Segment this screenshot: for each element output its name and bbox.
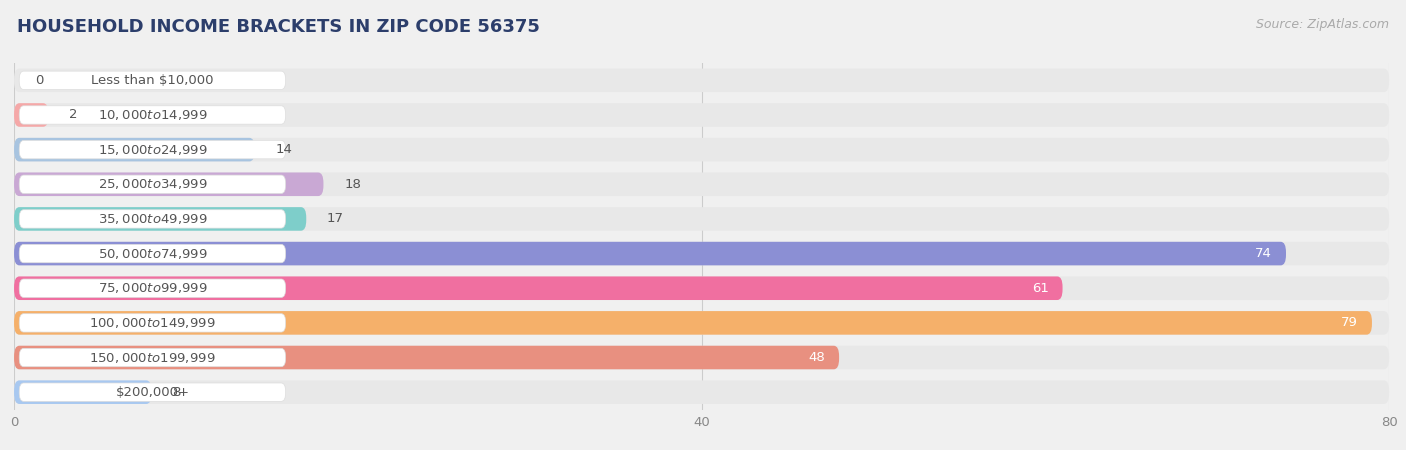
Text: 14: 14 xyxy=(276,143,292,156)
FancyBboxPatch shape xyxy=(14,138,254,162)
FancyBboxPatch shape xyxy=(20,140,285,159)
Text: $35,000 to $49,999: $35,000 to $49,999 xyxy=(97,212,207,226)
FancyBboxPatch shape xyxy=(14,103,1389,127)
FancyBboxPatch shape xyxy=(20,279,285,297)
FancyBboxPatch shape xyxy=(14,276,1389,300)
FancyBboxPatch shape xyxy=(14,346,1389,369)
FancyBboxPatch shape xyxy=(14,103,48,127)
FancyBboxPatch shape xyxy=(14,207,1389,231)
Text: Less than $10,000: Less than $10,000 xyxy=(91,74,214,87)
FancyBboxPatch shape xyxy=(14,380,152,404)
FancyBboxPatch shape xyxy=(20,106,285,124)
FancyBboxPatch shape xyxy=(20,175,285,194)
FancyBboxPatch shape xyxy=(14,172,323,196)
Text: $10,000 to $14,999: $10,000 to $14,999 xyxy=(97,108,207,122)
Text: $150,000 to $199,999: $150,000 to $199,999 xyxy=(89,351,215,364)
Text: 18: 18 xyxy=(344,178,361,191)
FancyBboxPatch shape xyxy=(20,244,285,263)
FancyBboxPatch shape xyxy=(20,71,285,90)
FancyBboxPatch shape xyxy=(14,242,1286,266)
FancyBboxPatch shape xyxy=(14,346,839,369)
Text: 8: 8 xyxy=(172,386,180,399)
FancyBboxPatch shape xyxy=(14,276,1063,300)
Text: Source: ZipAtlas.com: Source: ZipAtlas.com xyxy=(1256,18,1389,31)
FancyBboxPatch shape xyxy=(14,242,1389,266)
Text: $15,000 to $24,999: $15,000 to $24,999 xyxy=(97,143,207,157)
FancyBboxPatch shape xyxy=(20,383,285,401)
FancyBboxPatch shape xyxy=(14,207,307,231)
Text: $100,000 to $149,999: $100,000 to $149,999 xyxy=(89,316,215,330)
Text: $200,000+: $200,000+ xyxy=(115,386,190,399)
Text: 79: 79 xyxy=(1341,316,1358,329)
Text: 48: 48 xyxy=(808,351,825,364)
FancyBboxPatch shape xyxy=(20,314,285,332)
FancyBboxPatch shape xyxy=(20,348,285,367)
Text: 0: 0 xyxy=(35,74,44,87)
FancyBboxPatch shape xyxy=(14,380,1389,404)
FancyBboxPatch shape xyxy=(14,311,1389,335)
Text: 61: 61 xyxy=(1032,282,1049,295)
Text: 2: 2 xyxy=(69,108,77,122)
FancyBboxPatch shape xyxy=(20,210,285,228)
FancyBboxPatch shape xyxy=(14,138,1389,162)
FancyBboxPatch shape xyxy=(14,68,1389,92)
FancyBboxPatch shape xyxy=(14,172,1389,196)
Text: 17: 17 xyxy=(326,212,344,225)
FancyBboxPatch shape xyxy=(14,311,1372,335)
Text: 74: 74 xyxy=(1256,247,1272,260)
Text: $50,000 to $74,999: $50,000 to $74,999 xyxy=(97,247,207,261)
Text: $25,000 to $34,999: $25,000 to $34,999 xyxy=(97,177,207,191)
Text: HOUSEHOLD INCOME BRACKETS IN ZIP CODE 56375: HOUSEHOLD INCOME BRACKETS IN ZIP CODE 56… xyxy=(17,18,540,36)
Text: $75,000 to $99,999: $75,000 to $99,999 xyxy=(97,281,207,295)
